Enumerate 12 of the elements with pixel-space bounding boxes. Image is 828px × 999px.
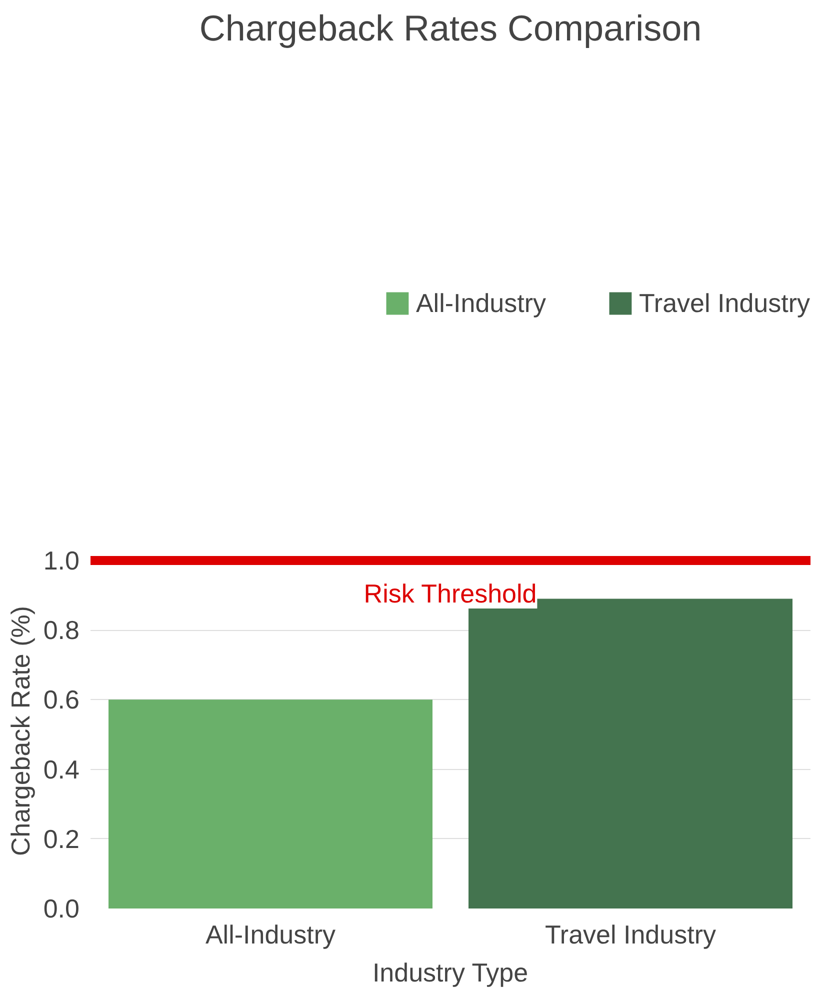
y-tick-label: 1.0	[43, 545, 80, 576]
ref-line-label: Risk Threshold	[364, 578, 537, 608]
y-tick-label: 0.6	[43, 684, 80, 715]
chart-title: Chargeback Rates Comparison	[199, 8, 702, 48]
x-axis-title: Industry Type	[372, 958, 528, 988]
y-tick-label: 0.0	[43, 894, 80, 924]
y-tick-label: 0.4	[43, 754, 80, 784]
legend-label: Travel Industry	[639, 288, 810, 318]
y-axis-title: Chargeback Rate (%)	[5, 606, 36, 856]
legend-label: All-Industry	[416, 288, 546, 318]
y-tick-label: 0.2	[43, 824, 80, 854]
y-tick-label: 0.8	[43, 615, 80, 646]
